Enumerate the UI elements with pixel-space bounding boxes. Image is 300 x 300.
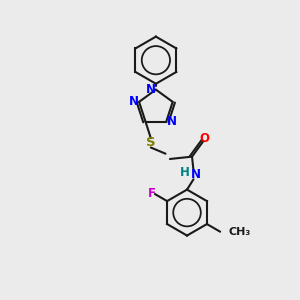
Text: S: S bbox=[146, 136, 156, 149]
Text: N: N bbox=[129, 95, 139, 108]
Text: CH₃: CH₃ bbox=[228, 227, 251, 237]
Text: N: N bbox=[167, 115, 177, 128]
Text: O: O bbox=[200, 132, 209, 145]
Text: H: H bbox=[180, 166, 190, 179]
Text: F: F bbox=[148, 187, 156, 200]
Text: N: N bbox=[146, 82, 156, 95]
Text: N: N bbox=[191, 168, 201, 181]
